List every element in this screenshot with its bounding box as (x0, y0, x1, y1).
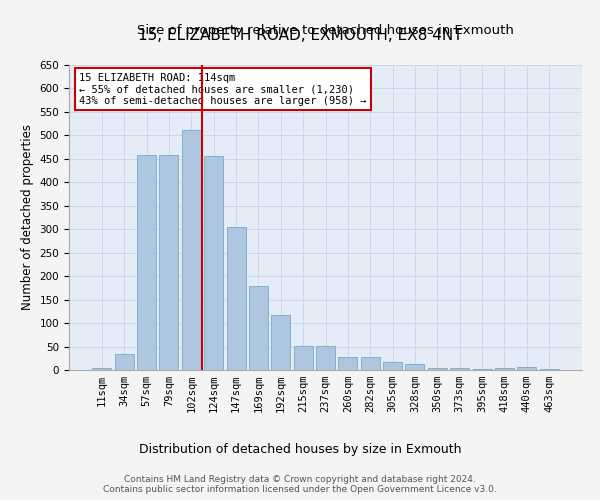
Bar (450, 368, 469, 370)
Bar (293, 346, 313, 370)
Text: 15, ELIZABETH ROAD, EXMOUTH, EX8 4NT: 15, ELIZABETH ROAD, EXMOUTH, EX8 4NT (137, 28, 463, 42)
Bar (92, 368, 112, 370)
Bar (428, 368, 447, 370)
Bar (271, 314, 290, 370)
Bar (204, 156, 223, 370)
Bar (406, 364, 424, 370)
Bar (137, 155, 156, 370)
Bar (115, 354, 134, 370)
Bar (517, 366, 536, 370)
Text: 15 ELIZABETH ROAD: 114sqm
← 55% of detached houses are smaller (1,230)
43% of se: 15 ELIZABETH ROAD: 114sqm ← 55% of detac… (79, 72, 367, 106)
Bar (316, 346, 335, 370)
Bar (249, 286, 268, 370)
Text: Distribution of detached houses by size in Exmouth: Distribution of detached houses by size … (139, 442, 461, 456)
Bar (539, 368, 559, 370)
Bar (160, 155, 178, 370)
Text: Contains public sector information licensed under the Open Government Licence v3: Contains public sector information licen… (103, 485, 497, 494)
Bar (383, 362, 402, 370)
Bar (495, 368, 514, 370)
Bar (338, 357, 358, 370)
Text: Contains HM Land Registry data © Crown copyright and database right 2024.: Contains HM Land Registry data © Crown c… (124, 475, 476, 484)
Title: Size of property relative to detached houses in Exmouth: Size of property relative to detached ho… (137, 24, 514, 38)
Bar (182, 130, 201, 370)
Bar (361, 358, 380, 370)
Bar (473, 368, 491, 370)
Y-axis label: Number of detached properties: Number of detached properties (21, 124, 34, 310)
Bar (227, 227, 245, 370)
